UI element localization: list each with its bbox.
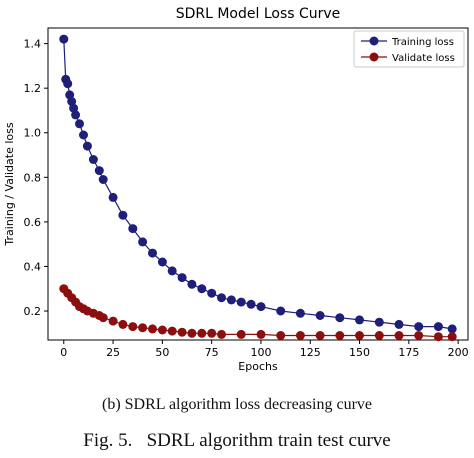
x-tick-label: 175 [398,346,419,359]
data-point [295,308,305,318]
data-point [447,332,457,342]
legend-label-training: Training loss [391,37,454,48]
data-point [167,326,177,336]
data-point [197,284,207,294]
data-point [276,306,286,316]
data-point [108,192,118,202]
legend-box [353,30,465,68]
data-point [315,331,325,340]
x-axis-ticks: 0 25 50 75 100 125 150 175 200 [60,340,469,359]
data-point [167,266,177,276]
data-point [217,329,226,339]
data-point [138,237,148,247]
data-point [118,319,128,329]
y-tick-label: 0.2 [24,305,42,318]
data-point [157,257,167,267]
x-tick-label: 25 [106,346,120,359]
data-point [177,273,187,283]
data-point [355,315,364,325]
x-tick-label: 100 [250,346,271,359]
x-tick-label: 150 [349,346,370,359]
chart-title: SDRL Model Loss Curve [176,6,341,22]
data-point [59,34,69,44]
data-point [394,331,404,340]
data-point [207,328,217,338]
data-point [98,313,108,323]
data-point [108,316,118,326]
data-point [414,331,424,340]
data-point [187,328,197,338]
series-training-loss [59,34,457,334]
x-tick-label: 50 [155,346,169,359]
data-point [447,324,457,334]
data-point [75,119,84,129]
data-point [394,319,404,329]
data-point [246,299,256,309]
data-point [217,293,226,303]
data-point [276,331,286,340]
data-point [295,331,305,340]
data-point [82,141,92,151]
data-point [335,331,345,340]
data-point [118,210,128,220]
y-tick-label: 1.0 [24,127,42,140]
x-tick-label: 75 [205,346,219,359]
data-point [88,155,98,164]
data-point [177,327,187,337]
y-tick-label: 1.2 [24,82,42,95]
data-point [79,130,88,140]
data-point [94,166,104,176]
data-point [148,248,157,258]
data-point [256,302,266,312]
y-axis-ticks: 0.2 0.4 0.6 0.8 1.0 1.2 1.4 [24,38,48,318]
y-tick-label: 0.8 [24,171,42,184]
x-tick-label: 125 [300,346,321,359]
y-tick-label: 0.6 [24,216,42,229]
data-point [157,325,167,335]
data-point [433,332,443,342]
y-axis-label: Training / Validate loss [3,122,16,246]
x-tick-label: 200 [448,346,469,359]
data-point [197,328,207,338]
data-point [98,175,108,184]
legend-marker-validate [369,52,379,62]
series-line [63,288,453,338]
legend-label-validate: Validate loss [392,53,455,64]
data-point [187,279,197,289]
data-point [138,323,148,333]
data-point [414,322,424,332]
data-point [128,322,138,332]
series-line [63,39,453,330]
data-point [71,110,81,120]
data-point [315,311,325,320]
x-tick-label: 0 [60,346,67,359]
data-point [374,331,384,340]
data-point [128,224,138,234]
series-layer [59,34,457,342]
data-point [335,313,345,323]
legend: Training loss Validate loss [353,30,465,68]
subfigure-caption: (b) SDRL algorithm loss decreasing curve [101,396,372,413]
loss-chart: SDRL Model Loss Curve 0.2 0.4 0.6 0.8 1.0 1.2… [3,6,469,373]
data-point [226,295,236,305]
data-point [374,317,384,327]
x-axis-label: Epochs [238,360,278,373]
data-point [207,288,217,298]
figure-caption: Fig. 5. SDRL algorithm train test curve [83,430,391,451]
data-point [236,329,246,339]
data-point [433,322,443,332]
data-point [236,297,246,307]
legend-marker-training [369,36,379,46]
plot-frame [47,27,469,341]
data-point [148,324,157,334]
data-point [63,79,73,89]
data-point [256,329,266,339]
series-validate-loss [59,284,457,342]
y-tick-label: 1.4 [24,38,42,51]
data-point [355,331,364,340]
y-tick-label: 0.4 [24,260,42,273]
